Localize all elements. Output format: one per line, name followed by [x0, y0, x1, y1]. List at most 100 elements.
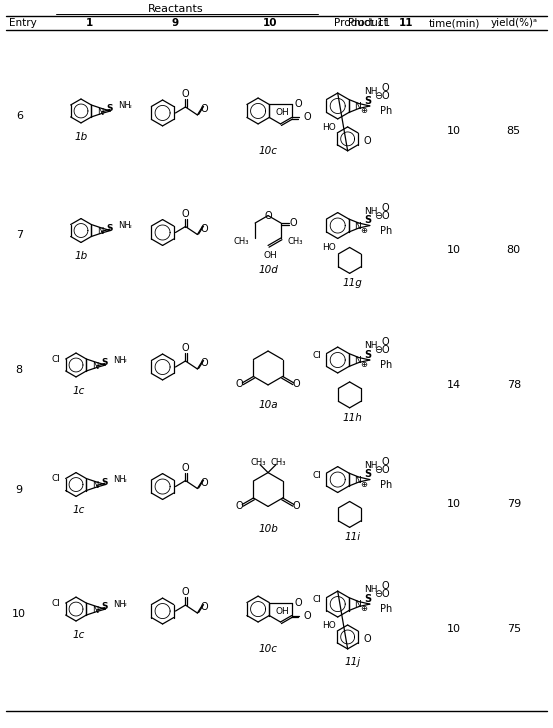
Text: O: O — [382, 581, 389, 591]
Text: Cl: Cl — [52, 355, 61, 363]
Text: ₂: ₂ — [123, 601, 126, 607]
Text: 14: 14 — [447, 380, 461, 390]
Text: O: O — [382, 456, 389, 467]
Text: O: O — [181, 89, 189, 99]
Text: NH: NH — [364, 585, 377, 594]
Text: Reactants: Reactants — [148, 4, 204, 15]
Text: Product 11: Product 11 — [335, 18, 390, 28]
Text: 10a: 10a — [258, 400, 278, 410]
Text: Cl: Cl — [312, 351, 321, 360]
Text: 1: 1 — [85, 18, 92, 28]
Text: 11g: 11g — [343, 278, 363, 288]
Text: O: O — [236, 501, 243, 511]
Text: S: S — [101, 602, 108, 612]
Text: O: O — [295, 598, 302, 608]
Text: N: N — [354, 221, 361, 231]
Text: NH: NH — [118, 101, 131, 111]
Text: S: S — [101, 478, 108, 486]
Text: S: S — [101, 358, 108, 367]
Text: O: O — [382, 83, 389, 93]
Text: O: O — [364, 634, 372, 644]
Text: O: O — [201, 104, 208, 114]
Text: 1c: 1c — [73, 630, 85, 640]
Text: 10: 10 — [447, 499, 461, 510]
Text: O: O — [382, 337, 389, 347]
Text: yield(%)ᵃ: yield(%)ᵃ — [491, 18, 538, 28]
Text: 10b: 10b — [258, 524, 278, 534]
Text: NH: NH — [364, 87, 377, 96]
Text: ⊕: ⊕ — [361, 604, 367, 613]
Text: 78: 78 — [507, 380, 521, 390]
Text: ₂: ₂ — [128, 103, 131, 109]
Text: NH: NH — [364, 207, 377, 215]
Text: ⊕: ⊕ — [361, 106, 367, 115]
Text: ⊕: ⊕ — [361, 360, 367, 369]
Text: N: N — [97, 108, 103, 117]
Text: NH: NH — [118, 221, 131, 230]
Text: Cl: Cl — [312, 595, 321, 604]
Text: 11: 11 — [399, 18, 413, 28]
Text: O: O — [382, 345, 389, 355]
Text: O: O — [201, 358, 208, 368]
Text: CH₃: CH₃ — [270, 458, 286, 467]
Text: ⊖: ⊖ — [374, 464, 382, 475]
Text: O: O — [181, 209, 189, 218]
Text: 10: 10 — [447, 126, 461, 136]
Text: O: O — [181, 462, 189, 472]
Text: O: O — [181, 343, 189, 353]
Text: N: N — [354, 600, 361, 609]
Text: 11h: 11h — [343, 413, 363, 423]
Text: CH₃: CH₃ — [233, 237, 249, 247]
Text: O: O — [289, 218, 297, 228]
Text: ⊖: ⊖ — [374, 589, 382, 599]
Text: 9: 9 — [172, 18, 179, 28]
Text: 10c: 10c — [259, 644, 278, 654]
Text: NH: NH — [113, 355, 126, 365]
Text: N: N — [97, 227, 103, 237]
Text: NH: NH — [113, 475, 126, 484]
Text: O: O — [264, 210, 272, 221]
Text: S: S — [106, 104, 113, 113]
Text: Entry: Entry — [9, 18, 37, 28]
Text: 11i: 11i — [345, 532, 361, 542]
Text: N: N — [354, 356, 361, 365]
Text: O: O — [382, 210, 389, 221]
Text: HO: HO — [322, 243, 336, 252]
Text: O: O — [382, 589, 389, 599]
Text: N: N — [92, 362, 98, 371]
Text: 75: 75 — [507, 624, 521, 634]
Text: O: O — [304, 112, 311, 122]
Text: O: O — [304, 611, 311, 620]
Text: Cl: Cl — [52, 474, 61, 483]
Text: S: S — [364, 349, 371, 360]
Text: ₂: ₂ — [123, 477, 126, 483]
Text: N: N — [92, 481, 98, 491]
Text: 10: 10 — [447, 245, 461, 256]
Text: OH: OH — [275, 606, 289, 616]
Text: ⊕: ⊕ — [361, 480, 367, 488]
Text: ⊖: ⊖ — [374, 210, 382, 221]
Text: HO: HO — [322, 622, 336, 630]
Text: NH: NH — [113, 600, 126, 609]
Text: HO: HO — [322, 124, 336, 132]
Text: S: S — [364, 215, 371, 225]
Text: N: N — [354, 102, 361, 111]
Text: S: S — [364, 593, 371, 604]
Text: 1c: 1c — [73, 505, 85, 515]
Text: Ph: Ph — [380, 480, 392, 489]
Text: CH₃: CH₃ — [251, 458, 266, 467]
Text: Ph: Ph — [380, 106, 392, 116]
Text: Ph: Ph — [380, 360, 392, 370]
Text: 10: 10 — [447, 624, 461, 634]
Text: NH: NH — [364, 341, 377, 350]
Text: Ph: Ph — [380, 226, 392, 236]
Text: 7: 7 — [15, 231, 23, 240]
Text: O: O — [201, 602, 208, 612]
Text: ₂: ₂ — [128, 223, 131, 229]
Text: S: S — [106, 223, 113, 233]
Text: Cl: Cl — [52, 598, 61, 608]
Text: Ph: Ph — [380, 604, 392, 614]
Text: ₂: ₂ — [123, 357, 126, 363]
Text: S: S — [364, 469, 371, 479]
Text: 8: 8 — [15, 365, 23, 375]
